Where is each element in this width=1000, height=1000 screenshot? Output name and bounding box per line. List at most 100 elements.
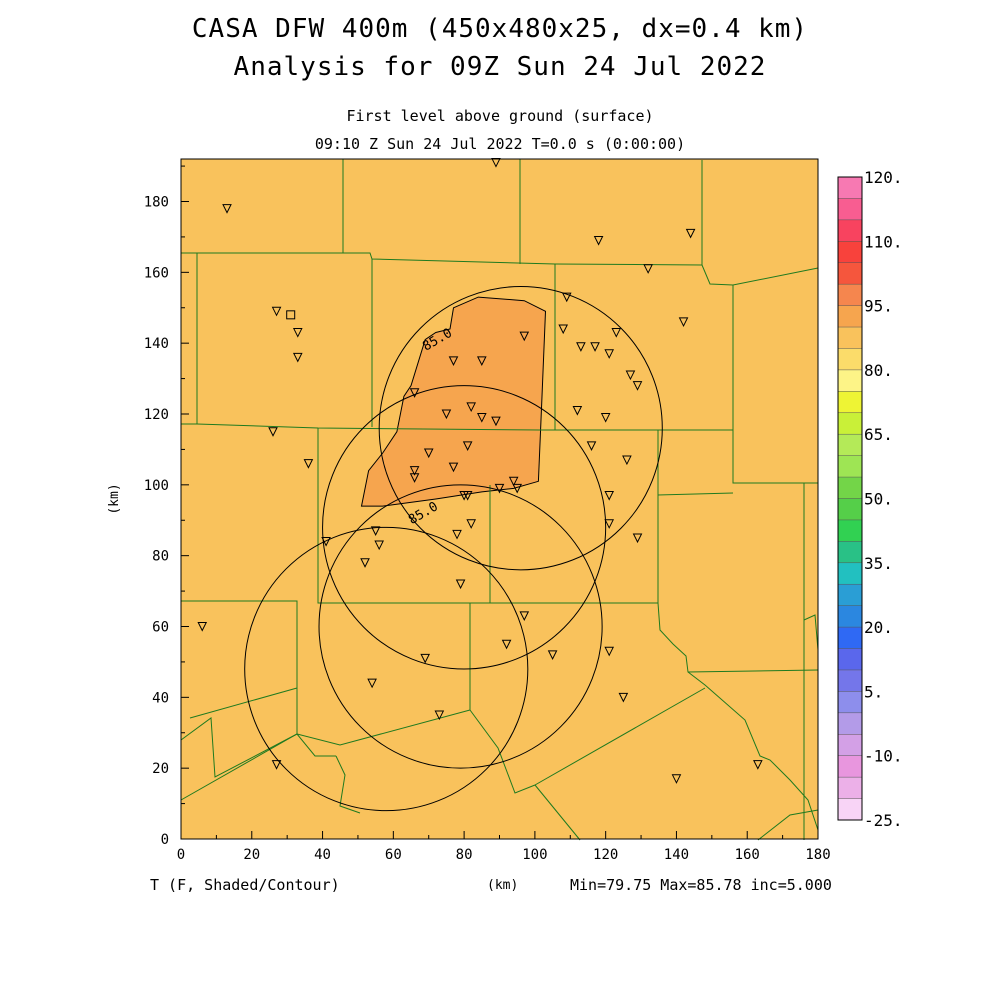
county-boundaries: [180, 159, 819, 841]
station-marker: [452, 529, 462, 540]
map-subtitle-level: First level above ground (surface): [346, 107, 654, 125]
station-marker: [197, 622, 208, 632]
colorbar-swatch: [838, 284, 862, 306]
colorbar-swatch: [838, 219, 862, 242]
station-marker: [441, 409, 452, 420]
station-marker: [604, 646, 615, 657]
boundary-line: [534, 784, 581, 841]
boundary-line: [657, 602, 819, 831]
station-marker: [448, 462, 459, 473]
station-marker: [593, 235, 604, 246]
boundary-line: [317, 428, 658, 604]
colorbar-swatch: [838, 305, 862, 328]
station-marker: [618, 692, 629, 703]
y-tick-label: 40: [152, 690, 169, 706]
station-marker: [476, 356, 487, 366]
x-tick-label: 80: [456, 847, 473, 863]
y-axis-label: (km): [107, 483, 122, 514]
station-marker: [632, 381, 643, 391]
colorbar-swatch: [838, 562, 862, 585]
colorbar-swatch: [838, 177, 862, 199]
station-marker: [611, 328, 622, 338]
colorbar-swatch: [838, 669, 862, 692]
axes: 0 20 40 60 80 100 120 140 160 180 0 20 40 60 80 100 120 1…: [107, 165, 831, 863]
y-tick-label: 140: [144, 336, 169, 352]
range-ring: [244, 526, 529, 812]
colorbar-swatch: [838, 519, 862, 542]
station-marker: [604, 519, 615, 529]
station-marker: [576, 342, 586, 352]
boundary-line: [181, 160, 703, 266]
boundary-line: [534, 687, 706, 786]
x-tick-label: 60: [385, 847, 402, 863]
colorbar-label: 65.: [864, 425, 893, 444]
station-marker: [622, 455, 632, 466]
colorbar-swatch: [838, 777, 862, 799]
station-marker: [321, 537, 331, 547]
radar-range-rings: [244, 286, 663, 812]
station-marker: [558, 324, 569, 335]
x-tick-label: 40: [314, 847, 331, 863]
station-marker: [466, 402, 476, 413]
boundary-line: [180, 733, 336, 801]
station-marker: [494, 483, 505, 494]
colorbar-label: -25.: [864, 811, 903, 830]
colorbar-swatch: [838, 648, 862, 671]
station-marker: [292, 328, 303, 338]
colorbar-swatch: [838, 477, 862, 499]
colorbar-swatch: [838, 412, 862, 435]
station-marker: [271, 306, 282, 317]
station-marker: [420, 653, 430, 664]
colorbar-swatch: [838, 262, 862, 285]
y-tick-label: 0: [161, 832, 169, 848]
boundary-line: [803, 614, 819, 651]
observation-stations: [197, 158, 763, 784]
y-tick-label: 60: [152, 620, 169, 636]
station-marker: [590, 342, 600, 352]
colorbar-frame: [837, 176, 863, 821]
station-marker: [374, 540, 384, 551]
colorbar-swatch: [838, 584, 862, 606]
colorbar-swatch: [838, 605, 862, 628]
colorbar-label: 95.: [864, 297, 893, 316]
station-marker: [753, 760, 763, 770]
boundary-line: [757, 809, 819, 841]
station-marker: [632, 533, 643, 544]
x-tick-label: 20: [243, 847, 260, 863]
y-tick-label: 100: [144, 478, 169, 494]
station-marker: [360, 558, 370, 568]
colorbar-label: 80.: [864, 361, 893, 380]
y-tick-label: 20: [152, 761, 169, 777]
boundary-line: [335, 755, 361, 814]
station-marker: [434, 710, 445, 721]
range-ring: [322, 385, 607, 670]
field-statistics: Min=79.75 Max=85.78 inc=5.000: [570, 876, 832, 894]
station-marker: [292, 352, 303, 363]
station-marker: [604, 349, 615, 359]
station-marker: [508, 476, 519, 487]
station-marker: [512, 483, 523, 494]
temperature-field-base: [181, 159, 818, 839]
colorbar-label: 120.: [864, 168, 903, 187]
station-marker: [501, 639, 512, 650]
station-marker: [370, 526, 381, 536]
station-marker: [409, 466, 420, 476]
colorbar-swatch: [838, 369, 862, 392]
colorbar-swatch: [838, 498, 862, 521]
colorbar-label: 5.: [864, 682, 883, 701]
colorbar-label: -10.: [864, 747, 903, 766]
station-marker: [462, 441, 473, 451]
radar-site-marker: [286, 310, 296, 320]
station-marker: [476, 413, 487, 423]
colorbar-label: 35.: [864, 554, 893, 573]
x-tick-label: 120: [593, 847, 618, 863]
colorbar-swatch: [838, 627, 862, 649]
station-marker: [271, 760, 282, 770]
station-marker: [367, 678, 377, 689]
station-marker: [685, 228, 696, 239]
station-marker: [671, 774, 682, 784]
colorbar-swatch: [838, 691, 862, 714]
boundary-line: [687, 669, 819, 673]
colorbar-swatch: [838, 198, 862, 221]
